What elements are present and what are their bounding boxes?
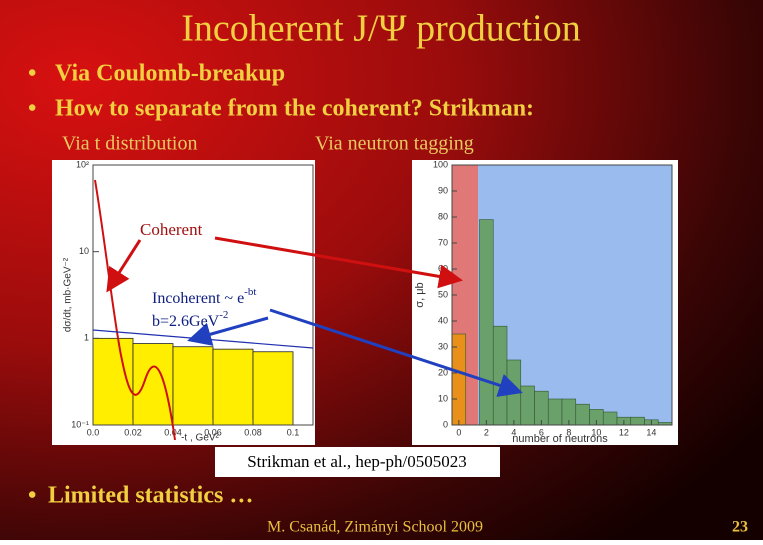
x-tick-label: 4 [511, 427, 516, 437]
bar [479, 219, 494, 426]
y-tick-label: 40 [438, 315, 448, 325]
annotations: Coherent Incoherent ~ e-bt b=2.6GeV-2 [92, 179, 523, 441]
bar [534, 390, 549, 426]
bar [451, 333, 467, 426]
y-tick-label: 10 [438, 393, 448, 403]
y-tick-label: 10² [76, 159, 89, 169]
y-tick-label: 0 [443, 419, 448, 429]
bullet: Via Coulomb-breakup [55, 61, 285, 87]
y-tick-label: 10⁻¹ [71, 419, 89, 429]
x-tick-label: 6 [539, 427, 544, 437]
annotation-superscript: -2 [219, 309, 228, 321]
annotation: Incoherent ~ e [152, 290, 244, 307]
footer: M. Csanád, Zimányi School 2009 [267, 519, 483, 536]
bar [252, 351, 294, 426]
annotation-superscript: -bt [244, 286, 256, 298]
arrow [187, 316, 269, 346]
bar [575, 403, 590, 426]
page-number: 23 [732, 519, 748, 536]
bullet: Limited statistics … [48, 483, 253, 509]
y-axis-label: dσ/dt, mb·GeV⁻² [63, 257, 74, 332]
bullet-marker: • [28, 96, 36, 122]
bar [212, 348, 254, 426]
y-tick-label: 30 [438, 341, 448, 351]
y-tick-label: 60 [438, 263, 448, 273]
arrow [269, 308, 523, 397]
x-tick-label: 0.06 [204, 427, 222, 437]
y-tick-label: 50 [438, 289, 448, 299]
x-tick-label: 0 [456, 427, 461, 437]
right-plot: σ, μb number of neutrons 010203040506070… [412, 159, 678, 445]
title: Incoherent J/Ψ production [181, 8, 580, 50]
x-tick-label: 2 [484, 427, 489, 437]
bar [132, 343, 174, 426]
x-tick-label: 8 [566, 427, 571, 437]
x-tick-label: 10 [591, 427, 601, 437]
bullet-marker: • [28, 61, 36, 87]
x-tick-label: 0.08 [244, 427, 262, 437]
x-tick-label: 0.02 [124, 427, 142, 437]
x-axis-label: -t , GeV² [181, 433, 219, 444]
y-tick-label: 20 [438, 367, 448, 377]
citation-box [215, 447, 500, 477]
x-tick-label: 0.1 [287, 427, 300, 437]
x-tick-label: 0.0 [87, 427, 100, 437]
sub-heading: Via neutron tagging [315, 133, 474, 155]
x-tick-label: 12 [619, 427, 629, 437]
y-tick-label: 70 [438, 237, 448, 247]
bar [520, 385, 535, 426]
y-tick-label: 80 [438, 211, 448, 221]
arrow [214, 236, 463, 289]
bullet-marker: • [28, 483, 36, 509]
bar [602, 411, 618, 426]
arrow [106, 239, 142, 293]
y-tick-label: 1 [84, 333, 89, 343]
y-tick-label: 90 [438, 185, 448, 195]
sub-heading: Via t distribution [62, 133, 197, 155]
annotation: Incoherent ~ e-bt [152, 286, 256, 307]
bar [172, 346, 214, 426]
y-tick-label: 100 [433, 159, 448, 169]
bar [547, 398, 563, 426]
y-axis-label: σ, μb [414, 282, 426, 307]
x-tick-label: 14 [646, 427, 656, 437]
bar [630, 416, 645, 426]
citation: Strikman et al., hep-ph/0505023 [247, 452, 467, 471]
x-axis-label: number of neutrons [512, 433, 608, 445]
bar [492, 325, 508, 426]
axes-frame [92, 164, 314, 426]
bullet: How to separate from the coherent? Strik… [55, 96, 534, 122]
annotation: b=2.6GeV [152, 313, 220, 330]
annotation: b=2.6GeV-2 [152, 309, 228, 330]
y-tick-label: 10 [79, 246, 89, 256]
annotation: Coherent [140, 220, 203, 239]
